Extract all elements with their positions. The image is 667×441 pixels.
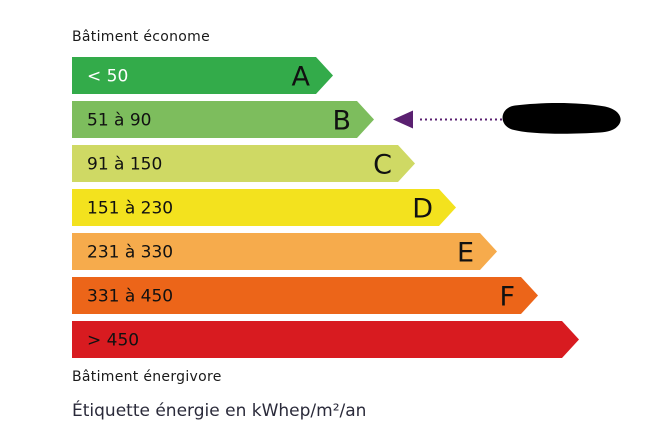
class-bar-a: < 50 A <box>72 57 333 94</box>
rating-indicator <box>393 103 621 134</box>
bar-shape <box>72 233 497 270</box>
bar-range-label: 331 à 450 <box>87 287 173 307</box>
unit-label: Étiquette énergie en kWhep/m²/an <box>72 401 367 421</box>
bar-letter: A <box>292 62 311 93</box>
class-bar-c: 91 à 150 C <box>72 145 415 182</box>
bottom-label: Bâtiment énergivore <box>72 369 222 385</box>
bar-shape <box>72 321 579 358</box>
bar-shape <box>72 145 415 182</box>
bar-letter: E <box>457 238 474 269</box>
indicator-arrow-icon <box>393 110 413 129</box>
bar-letter: C <box>373 150 392 181</box>
class-bar-f: 331 à 450 F <box>72 277 538 314</box>
bar-range-label: 51 à 90 <box>87 111 152 131</box>
bar-range-label: < 50 <box>87 67 128 87</box>
class-bar-g: > 450 <box>72 321 579 358</box>
bar-shape <box>72 101 374 138</box>
top-label: Bâtiment économe <box>72 29 210 45</box>
bar-letter: B <box>332 106 351 137</box>
bar-range-label: 151 à 230 <box>87 199 173 219</box>
bar-shape <box>72 57 333 94</box>
class-bar-d: 151 à 230 D <box>72 189 456 226</box>
bar-letter: D <box>412 194 433 225</box>
class-bar-b: 51 à 90 B <box>72 101 374 138</box>
class-bar-e: 231 à 330 E <box>72 233 497 270</box>
bar-letter: F <box>499 282 515 313</box>
bar-range-label: > 450 <box>87 331 139 351</box>
bar-shape <box>72 277 538 314</box>
bar-shape <box>72 189 456 226</box>
redacted-value <box>502 103 621 134</box>
bar-range-label: 91 à 150 <box>87 155 162 175</box>
bar-range-label: 231 à 330 <box>87 243 173 263</box>
